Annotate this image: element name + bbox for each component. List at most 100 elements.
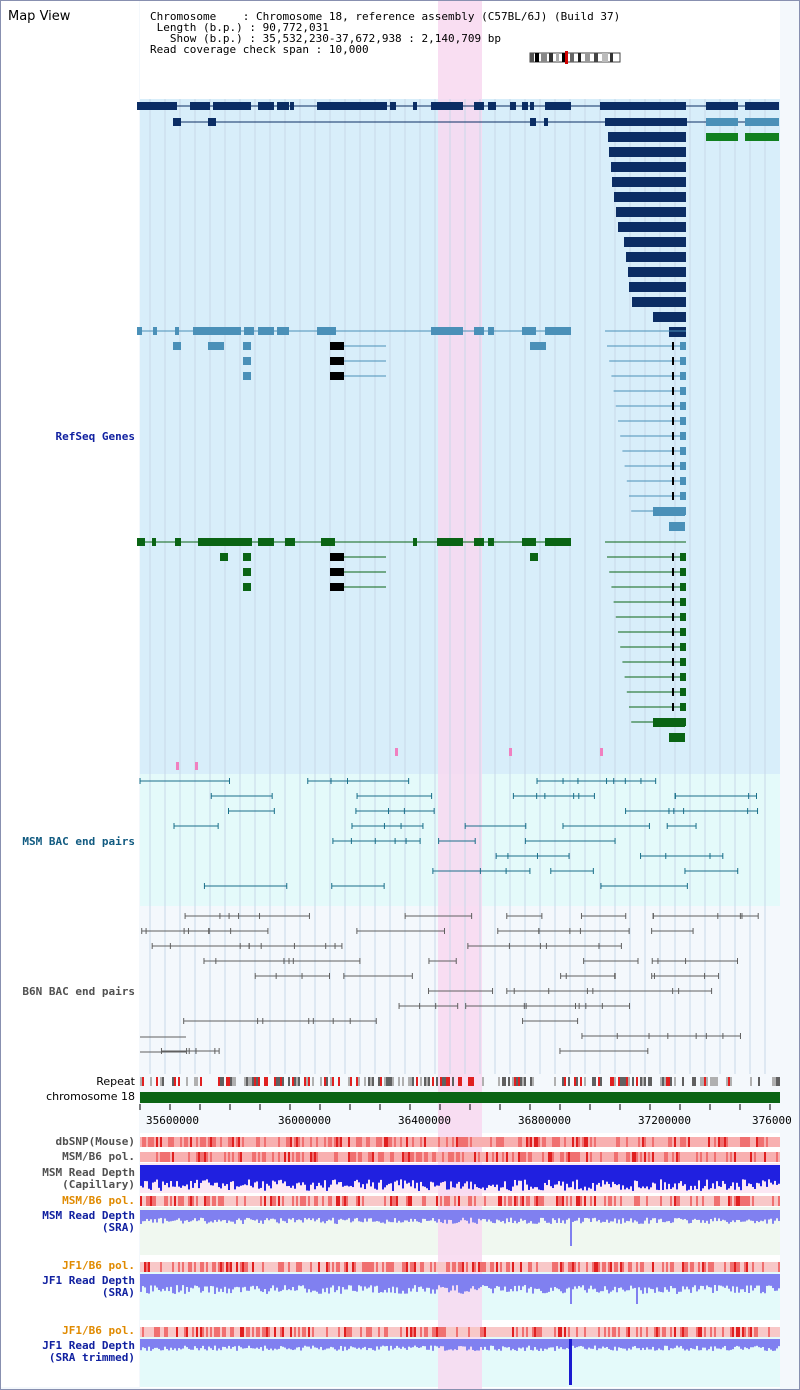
polymorphism-cell [312,1137,314,1147]
repeat-mark [452,1077,454,1086]
read-depth-bar [478,1165,480,1188]
polymorphism-cell [706,1137,708,1147]
polymorphism-cell [618,1262,620,1272]
read-depth-bar [326,1274,328,1288]
gene-exon [243,357,251,365]
polymorphism-cell [586,1137,588,1147]
read-depth-bar [364,1274,366,1287]
read-depth-bar [566,1210,568,1220]
track-label-msm-pol-1[interactable]: MSM/B6 pol. [62,1150,135,1163]
polymorphism-cell [210,1262,212,1272]
polymorphism-cell [156,1327,158,1337]
track-label-jf1-depth-trimmed[interactable]: JF1 Read Depth (SRA trimmed) [42,1340,135,1364]
repeat-mark [504,1077,506,1086]
polymorphism-cell [422,1196,424,1206]
polymorphism-cell [568,1262,570,1272]
read-depth-bar [520,1165,522,1181]
track-label-jf1-pol-2[interactable]: JF1/B6 pol. [62,1324,135,1337]
polymorphism-cell [298,1137,300,1147]
polymorphism-cell [578,1137,580,1147]
track-label-b6n-bac[interactable]: B6N BAC end pairs [22,985,135,998]
track-label-dbsnp[interactable]: dbSNP(Mouse) [55,1135,135,1148]
polymorphism-cell [702,1196,704,1206]
polymorphism-cell [280,1327,282,1337]
gene-exon [632,297,686,307]
read-depth-bar [660,1339,662,1350]
polymorphism-cell [314,1196,316,1206]
polymorphism-cell [154,1327,156,1337]
polymorphism-cell [478,1152,480,1162]
read-depth-bar [590,1165,592,1189]
read-depth-bar [414,1274,416,1286]
read-depth-bar [724,1339,726,1346]
gene-exon [672,357,674,365]
read-depth-bar [228,1339,230,1346]
read-depth-bar [552,1165,554,1189]
repeat-mark [674,1077,676,1086]
gene-exon [618,222,686,232]
polymorphism-cell [640,1137,642,1147]
polymorphism-cell [576,1196,578,1206]
track-label-msm-pol-2[interactable]: MSM/B6 pol. [62,1194,135,1207]
polymorphism-cell [652,1262,654,1272]
read-depth-bar [454,1339,456,1350]
polymorphism-cell [726,1137,728,1147]
read-depth-bar [424,1339,426,1347]
read-depth-bar [398,1274,400,1294]
read-depth-bar [324,1274,326,1293]
polymorphism-cell [346,1137,348,1147]
polymorphism-cell [178,1262,180,1272]
polymorphism-cell [578,1196,580,1206]
read-depth-bar [194,1210,196,1219]
polymorphism-cell [450,1327,452,1337]
repeat-mark [632,1077,634,1086]
polymorphism-cell [492,1262,494,1272]
read-depth-bar [764,1339,766,1351]
track-label-refseq[interactable]: RefSeq Genes [55,430,135,443]
read-depth-bar [418,1274,420,1288]
polymorphism-cell [218,1137,220,1147]
polymorphism-cell [596,1262,598,1272]
read-depth-bar [226,1210,228,1224]
polymorphism-cell [452,1327,454,1337]
polymorphism-cell [702,1262,704,1272]
read-depth-bar [142,1165,144,1188]
read-depth-bar [440,1165,442,1183]
read-depth-bar [702,1210,704,1221]
read-depth-bar [146,1339,148,1351]
track-label-jf1-pol-1[interactable]: JF1/B6 pol. [62,1259,135,1272]
read-depth-bar [682,1210,684,1220]
read-depth-bar [246,1339,248,1349]
track-label-msm-depth-capillary[interactable]: MSM Read Depth (Capillary) [42,1167,135,1191]
polymorphism-cell [444,1196,446,1206]
polymorphism-cell [694,1262,696,1272]
read-depth-bar [630,1210,632,1219]
read-depth-bar [556,1339,558,1347]
polymorphism-cell [370,1262,372,1272]
read-depth-bar [184,1339,186,1346]
repeat-mark [774,1077,776,1086]
polymorphism-cell [728,1196,730,1206]
gene-exon [680,447,686,455]
read-depth-bar [624,1274,626,1292]
read-depth-bar [556,1210,558,1223]
read-depth-bar [264,1210,266,1221]
polymorphism-cell [586,1262,588,1272]
track-label-msm-bac[interactable]: MSM BAC end pairs [22,835,135,848]
read-depth-bar [682,1339,684,1349]
read-depth-bar [400,1165,402,1180]
polymorphism-cell [730,1152,732,1162]
polymorphism-cell [332,1327,334,1337]
polymorphism-cell [678,1196,680,1206]
read-depth-bar [180,1339,182,1350]
polymorphism-cell [440,1327,442,1337]
read-depth-bar [762,1210,764,1222]
polymorphism-cell [524,1262,526,1272]
track-label-msm-depth-sra[interactable]: MSM Read Depth (SRA) [42,1210,135,1234]
polymorphism-cell [626,1327,628,1337]
track-label-jf1-depth-sra[interactable]: JF1 Read Depth (SRA) [42,1275,135,1299]
read-depth-bar [492,1165,494,1185]
polymorphism-cell [316,1137,318,1147]
read-depth-bar [328,1274,330,1294]
read-depth-bar [702,1165,704,1189]
